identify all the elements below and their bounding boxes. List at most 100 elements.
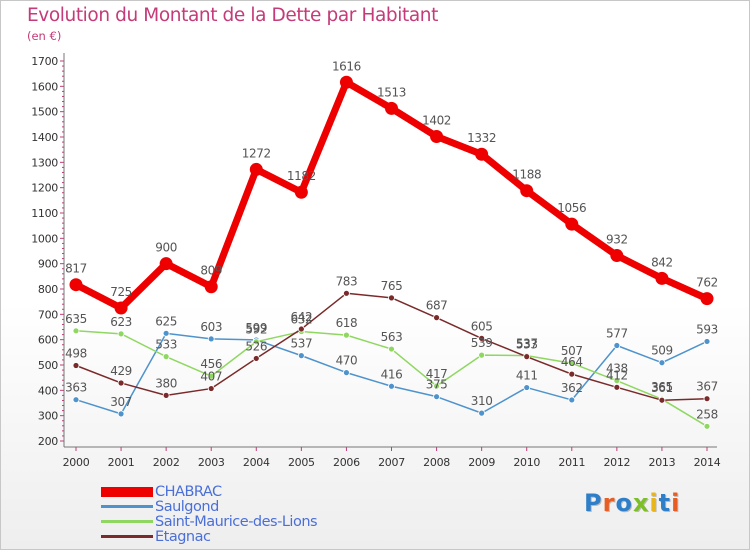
data-label: 725	[110, 285, 132, 299]
data-label: 632	[290, 313, 312, 327]
data-point	[162, 329, 170, 337]
data-point	[523, 353, 531, 361]
y-tick-label: 1700	[31, 55, 58, 68]
legend-item: Saulgond	[101, 499, 401, 515]
data-label: 438	[606, 362, 628, 376]
x-tick-label: 2012	[603, 456, 630, 469]
data-label: 762	[696, 276, 718, 290]
data-label: 380	[155, 376, 177, 390]
data-point	[568, 359, 576, 367]
legend-item: CHABRAC	[101, 484, 401, 500]
data-point	[430, 129, 444, 143]
legend-label: Saint-Maurice-des-Lions	[155, 514, 318, 530]
data-label: 817	[65, 262, 87, 276]
series-line-chabrac	[72, 78, 711, 312]
y-tick-label: 300	[38, 410, 58, 423]
data-point	[478, 409, 486, 417]
x-tick-label: 2011	[558, 456, 585, 469]
data-label: 563	[381, 330, 403, 344]
data-label: 258	[696, 407, 718, 421]
y-tick-label: 500	[38, 359, 58, 372]
data-point	[297, 325, 305, 333]
data-label: 507	[561, 344, 583, 358]
data-point	[72, 396, 80, 404]
data-label: 533	[155, 338, 177, 352]
x-tick-label: 2010	[513, 456, 540, 469]
data-point	[388, 382, 395, 390]
data-point	[388, 345, 395, 353]
legend-label: Saulgond	[155, 499, 219, 515]
data-label: 310	[471, 394, 493, 408]
legend-swatch	[101, 535, 153, 538]
data-point	[568, 370, 576, 378]
data-label: 603	[200, 320, 222, 334]
data-point	[658, 396, 666, 404]
data-point	[613, 383, 621, 391]
data-label: 1188	[512, 168, 541, 182]
data-point	[433, 382, 440, 390]
data-point	[117, 379, 125, 387]
data-point	[252, 355, 260, 362]
data-label: 361	[651, 381, 673, 395]
data-point	[204, 280, 218, 294]
data-point	[117, 410, 125, 418]
data-point	[343, 289, 350, 297]
data-point	[159, 257, 173, 271]
data-label: 509	[651, 344, 673, 358]
data-point	[207, 372, 215, 380]
x-tick-label: 2003	[198, 456, 225, 469]
legend-swatch	[101, 505, 153, 508]
data-point	[703, 338, 711, 345]
data-label: 618	[336, 316, 358, 330]
data-label: 307	[110, 395, 132, 409]
data-point	[117, 330, 125, 338]
data-point	[565, 217, 579, 231]
data-label: 1056	[557, 201, 586, 215]
x-tick-label: 2006	[333, 456, 360, 469]
data-label: 537	[290, 337, 312, 351]
data-label: 842	[651, 255, 673, 269]
x-tick-label: 2008	[423, 456, 450, 469]
data-label: 900	[155, 241, 177, 255]
data-label: 456	[200, 357, 222, 371]
legend-item: Etagnac	[101, 529, 401, 545]
x-tick-label: 2000	[63, 456, 90, 469]
data-point	[433, 314, 440, 322]
data-point	[388, 294, 395, 302]
y-tick-label: 400	[38, 384, 58, 397]
data-label: 417	[426, 367, 448, 381]
y-tick-label: 1200	[31, 182, 58, 195]
data-label: 1182	[287, 169, 316, 183]
legend-swatch	[101, 520, 153, 523]
data-point	[114, 301, 128, 315]
y-tick-label: 700	[38, 308, 58, 321]
data-label: 577	[606, 326, 628, 340]
data-point	[700, 292, 714, 306]
data-label: 363	[65, 381, 87, 395]
data-label: 809	[200, 264, 222, 278]
data-label: 1616	[332, 59, 361, 73]
data-point	[568, 396, 576, 404]
data-point	[252, 338, 260, 346]
data-point	[249, 162, 263, 176]
x-tick-label: 2004	[243, 456, 270, 469]
data-label: 464	[561, 355, 583, 369]
data-point	[478, 351, 486, 359]
data-label: 367	[696, 380, 718, 394]
data-point	[343, 369, 350, 377]
data-point	[162, 391, 170, 399]
data-label: 533	[516, 338, 538, 352]
data-point	[339, 75, 353, 89]
x-tick-label: 2009	[468, 456, 495, 469]
data-label: 411	[516, 369, 538, 383]
x-tick-label: 2007	[378, 456, 405, 469]
data-label: 1272	[242, 146, 271, 160]
data-label: 623	[110, 315, 132, 329]
data-label: 526	[245, 339, 267, 353]
data-label: 365	[651, 380, 673, 394]
data-label: 932	[606, 233, 628, 247]
data-label: 605	[471, 319, 493, 333]
data-point	[207, 335, 215, 343]
data-label: 687	[426, 299, 448, 313]
